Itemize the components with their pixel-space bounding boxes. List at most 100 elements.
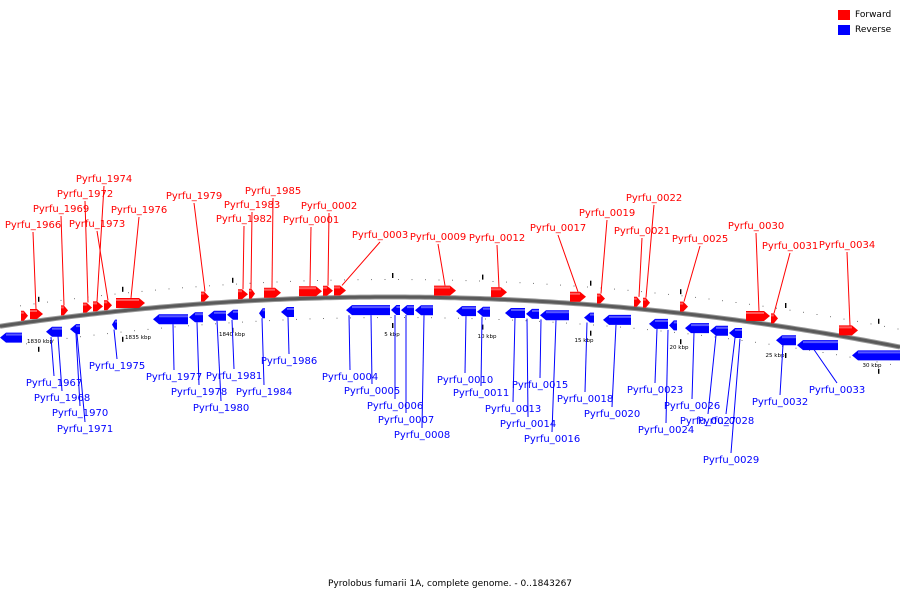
minor-tick — [26, 343, 27, 345]
minor-tick — [195, 286, 197, 288]
forward-gene — [334, 285, 346, 296]
reverse-gene-label: Pyrfu_0006 — [367, 401, 423, 412]
reverse-gene-label: Pyrfu_0013 — [485, 404, 541, 415]
minor-tick — [654, 292, 656, 294]
reverse-gene-shine — [716, 326, 728, 329]
minor-tick — [228, 322, 230, 324]
reverse-gene-shine — [214, 311, 226, 314]
minor-tick — [681, 295, 683, 297]
minor-tick — [290, 280, 291, 282]
forward-gene-label: Pyrfu_0002 — [301, 201, 357, 212]
minor-tick — [660, 330, 662, 332]
minor-tick — [269, 320, 270, 322]
forward-gene — [299, 286, 322, 297]
forward-gene-label-leader — [341, 241, 381, 286]
genome-backbone — [0, 295, 900, 349]
reverse-gene-label: Pyrfu_1981 — [206, 371, 262, 382]
reverse-gene-label: Pyrfu_1967 — [26, 378, 82, 389]
forward-gene-label: Pyrfu_0021 — [614, 226, 670, 237]
reverse-gene-label-leader — [725, 337, 736, 415]
forward-gene-label: Pyrfu_0034 — [819, 240, 875, 251]
reverse-gene-shine — [421, 306, 433, 309]
forward-gene-label: Pyrfu_1982 — [216, 214, 272, 225]
forward-gene — [21, 310, 28, 321]
minor-tick — [803, 311, 804, 313]
reverse-gene-shine — [407, 306, 414, 309]
minor-tick — [465, 280, 467, 282]
forward-gene-label-leader — [496, 244, 500, 288]
minor-tick — [512, 319, 513, 321]
minor-tick — [255, 320, 257, 322]
minor-tick — [479, 280, 480, 282]
reverse-gene-label-leader — [76, 333, 86, 423]
minor-tick — [114, 293, 116, 295]
minor-tick — [749, 303, 750, 305]
minor-tick — [282, 319, 284, 321]
minor-tick — [566, 322, 567, 324]
reverse-gene — [346, 305, 390, 316]
reverse-gene-shine — [483, 307, 490, 310]
reverse-gene-shine — [262, 309, 265, 312]
minor-tick — [323, 318, 324, 319]
reverse-gene-label: Pyrfu_0005 — [344, 386, 400, 397]
major-tick — [680, 289, 682, 295]
reverse-gene — [259, 308, 265, 319]
minor-tick — [134, 330, 135, 332]
forward-gene-label-leader — [638, 237, 643, 297]
minor-tick — [789, 309, 791, 311]
minor-tick — [714, 336, 716, 338]
minor-tick — [182, 287, 183, 289]
forward-gene-shine — [680, 302, 684, 305]
minor-tick — [768, 343, 770, 345]
minor-tick — [722, 300, 723, 302]
minor-tick — [809, 349, 810, 351]
reverse-gene-shine — [195, 313, 203, 316]
reverse-gene-label: Pyrfu_1968 — [34, 393, 90, 404]
forward-gene-shine — [249, 289, 252, 292]
forward-gene-shine — [570, 292, 580, 295]
minor-tick — [533, 282, 534, 284]
minor-tick — [552, 321, 554, 323]
reverse-gene-shine — [803, 341, 838, 344]
minor-tick — [80, 336, 81, 338]
reverse-gene-shine — [511, 309, 525, 311]
scale-label: 1830 kbp — [27, 339, 53, 345]
reverse-gene-label-leader — [691, 332, 695, 400]
minor-tick — [897, 328, 899, 330]
reverse-gene-label-leader — [480, 316, 483, 387]
minor-tick — [174, 326, 176, 328]
reverse-gene-shine — [287, 308, 294, 310]
minor-tick — [188, 325, 189, 327]
minor-tick — [371, 279, 372, 281]
reverse-gene-label-leader — [421, 315, 425, 429]
major-tick — [38, 346, 40, 352]
reverse-gene-label: Pyrfu_0015 — [512, 380, 568, 391]
forward-gene-shine — [30, 310, 37, 312]
forward-gene — [570, 291, 586, 302]
forward-gene-label-leader — [600, 219, 608, 294]
forward-gene-label: Pyrfu_1973 — [69, 219, 125, 230]
forward-gene-label-leader — [755, 232, 760, 312]
reverse-gene — [227, 309, 238, 320]
minor-tick — [249, 282, 251, 284]
forward-gene — [201, 291, 209, 302]
minor-tick — [141, 290, 143, 292]
minor-tick — [701, 334, 702, 336]
legend-reverse-label: Reverse — [855, 25, 892, 35]
reverse-gene-label-leader — [539, 319, 542, 379]
minor-tick — [587, 286, 588, 288]
minor-tick — [876, 361, 878, 363]
reverse-gene-shine — [233, 310, 238, 313]
minor-tick — [843, 318, 845, 320]
reverse-gene-shine — [52, 327, 62, 330]
reverse-gene-label-leader — [464, 316, 467, 374]
reverse-gene-label-leader — [584, 322, 588, 393]
minor-tick — [485, 318, 486, 320]
minor-tick — [384, 279, 386, 280]
forward-gene — [323, 285, 333, 296]
reverse-gene-label: Pyrfu_1984 — [236, 387, 292, 398]
reverse-gene-shine — [546, 311, 569, 314]
reverse-gene-label-leader — [779, 344, 784, 396]
minor-tick — [546, 283, 548, 285]
minor-tick — [525, 320, 527, 322]
